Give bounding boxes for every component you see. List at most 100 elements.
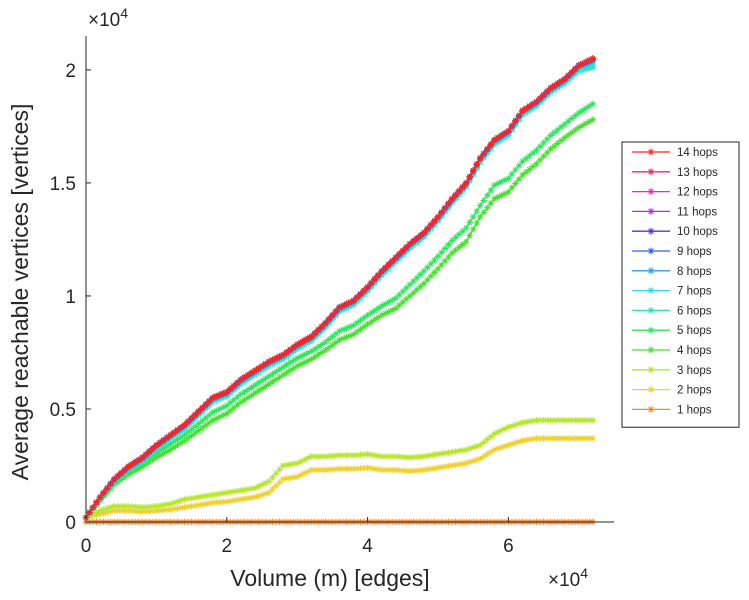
data-point [357, 290, 364, 297]
data-point [276, 479, 283, 486]
data-point [480, 197, 487, 204]
data-point [241, 486, 248, 493]
data-point [311, 466, 318, 474]
data-point [505, 423, 512, 431]
data-point [202, 414, 209, 422]
data-point [462, 179, 470, 187]
data-point [177, 497, 185, 504]
data-point [265, 358, 273, 365]
data-point [248, 485, 255, 492]
data-point [103, 484, 111, 492]
data-point [209, 417, 216, 424]
data-point [364, 283, 371, 291]
data-point [473, 456, 480, 464]
data-point [434, 265, 442, 273]
data-point [406, 292, 414, 300]
data-point [399, 298, 406, 306]
data-point [339, 335, 347, 342]
data-point [220, 404, 227, 411]
data-point [360, 464, 368, 472]
data-point [132, 503, 139, 510]
data-point [558, 123, 565, 131]
data-point [163, 506, 171, 514]
data-point [191, 494, 199, 501]
data-point [396, 453, 403, 460]
data-point [462, 238, 470, 245]
data-point [441, 463, 449, 470]
data-point [371, 307, 378, 314]
data-point [389, 466, 396, 474]
data-point [589, 64, 597, 71]
data-point [575, 417, 582, 424]
data-point [149, 503, 157, 510]
y-axis-label: Average reachable vertices [vertices] [7, 104, 33, 481]
data-point [533, 417, 540, 424]
legend-marker [647, 326, 655, 334]
data-point [121, 502, 128, 510]
data-point [526, 152, 533, 160]
data-point [153, 507, 160, 514]
data-point [198, 501, 206, 508]
data-point [156, 507, 164, 514]
x-tick-label: 6 [503, 536, 514, 557]
data-point [420, 280, 428, 287]
legend-entry: 3 hops [632, 365, 712, 377]
data-point [125, 471, 132, 478]
data-point [512, 117, 519, 124]
data-point [582, 105, 590, 112]
data-point [484, 450, 491, 458]
data-point [438, 450, 445, 457]
data-point [547, 84, 554, 92]
data-point [487, 200, 494, 207]
data-point [582, 435, 590, 442]
data-point [230, 396, 238, 404]
data-point [262, 375, 269, 382]
data-point [491, 181, 498, 189]
data-point [519, 171, 526, 179]
data-point [265, 380, 273, 388]
data-point [459, 460, 466, 467]
data-point [318, 349, 326, 356]
data-point [279, 351, 287, 358]
data-point [568, 115, 575, 122]
data-point [89, 504, 97, 511]
data-point [346, 298, 354, 306]
data-point [315, 343, 322, 351]
data-point [244, 495, 252, 502]
data-point [445, 449, 452, 456]
data-point [174, 436, 181, 443]
data-point [413, 453, 421, 461]
data-point [301, 456, 308, 464]
data-point [223, 498, 230, 505]
data-point [561, 435, 568, 442]
data-point [110, 502, 118, 510]
data-point [572, 435, 579, 442]
data-point [431, 465, 438, 472]
data-point [279, 371, 287, 379]
data-point [343, 465, 350, 473]
data-point [382, 300, 389, 308]
data-point [434, 253, 442, 260]
data-point [248, 384, 255, 391]
data-point [536, 143, 544, 150]
data-point [438, 463, 445, 471]
data-point [301, 351, 308, 358]
data-point [301, 470, 308, 477]
data-point [385, 308, 392, 315]
data-point [234, 379, 241, 386]
data-point [589, 55, 597, 62]
data-point [188, 432, 195, 439]
data-point [491, 446, 498, 453]
data-point [371, 275, 378, 283]
data-point [248, 369, 255, 377]
data-point [350, 297, 357, 304]
data-point [452, 448, 459, 455]
legend-label: 6 hops [677, 305, 712, 317]
data-point [582, 120, 590, 127]
data-point [403, 244, 410, 251]
data-point [167, 431, 174, 439]
data-point [332, 452, 340, 459]
data-point [167, 440, 174, 448]
data-point [547, 417, 554, 424]
data-point [477, 213, 484, 221]
